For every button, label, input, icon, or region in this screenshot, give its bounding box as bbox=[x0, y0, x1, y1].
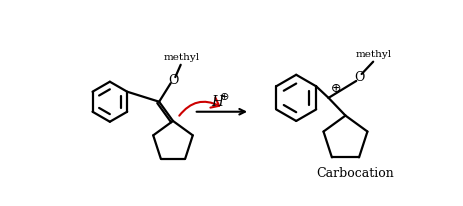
Text: Carbocation: Carbocation bbox=[317, 167, 394, 180]
Text: O: O bbox=[168, 74, 178, 87]
Text: O: O bbox=[354, 71, 364, 84]
Text: methyl: methyl bbox=[163, 53, 200, 62]
Text: methyl: methyl bbox=[356, 50, 392, 59]
Text: ⊕: ⊕ bbox=[220, 92, 229, 102]
Text: H: H bbox=[211, 95, 223, 109]
FancyArrowPatch shape bbox=[179, 98, 219, 116]
Text: ⊕: ⊕ bbox=[331, 82, 342, 95]
